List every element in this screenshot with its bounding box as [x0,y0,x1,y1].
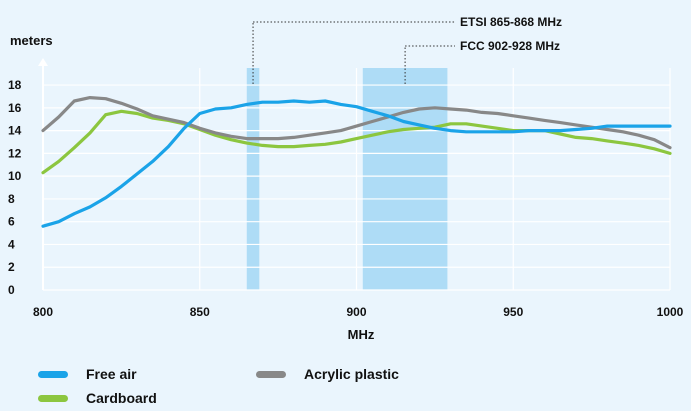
legend-label-free-air: Free air [86,366,137,382]
legend-swatch-acrylic-plastic [256,370,286,378]
band-label-1: FCC 902-928 MHz [460,39,560,53]
y-tick-label-0: 0 [8,283,15,297]
x-tick-label-3: 950 [503,305,523,319]
x-tick-label-1: 850 [190,305,210,319]
y-axis-arrow [38,58,48,66]
legend-swatch-free-air [38,370,68,378]
band-rect-0 [246,68,260,290]
x-tick-label-0: 800 [33,305,53,319]
legend-item-cardboard: Cardboard [38,390,157,406]
grid-layer [42,68,671,291]
y-tick-label-6: 12 [8,146,22,160]
y-tick-label-9: 18 [8,78,22,92]
legend-swatch-cardboard [38,394,68,402]
axis-layer: 0 2 4 6 8 10 12 14 16 18 800 850 900 950 1000 [8,58,684,319]
series-layer [41,95,672,228]
band-label-0: ETSI 865-868 MHz [460,15,562,29]
y-tick-label-5: 10 [8,169,22,183]
y-tick-label-2: 4 [8,237,15,251]
y-tick-label-1: 2 [8,260,15,274]
band-rect-1 [362,68,448,290]
legend-label-acrylic-plastic: Acrylic plastic [304,366,399,382]
series-line-free-air [41,99,672,228]
y-tick-label-3: 6 [8,215,15,229]
x-axis-label: MHz [348,327,375,342]
y-tick-label-8: 16 [8,101,22,115]
y-tick-label-7: 14 [8,124,22,138]
legend-item-free-air: Free air [38,366,137,382]
series-line-cardboard [41,109,672,175]
legend-label-cardboard: Cardboard [86,390,157,406]
x-tick-label-2: 900 [346,305,366,319]
bands-layer [246,68,448,290]
annot-layer: ETSI 865-868 MHz FCC 902-928 MHz [252,15,562,84]
legend-item-acrylic-plastic: Acrylic plastic [256,366,399,382]
y-tick-label-4: 8 [8,192,15,206]
series-line-acrylic-plastic [41,95,672,150]
y-axis-label: meters [10,33,53,48]
x-tick-label-4: 1000 [657,305,684,319]
